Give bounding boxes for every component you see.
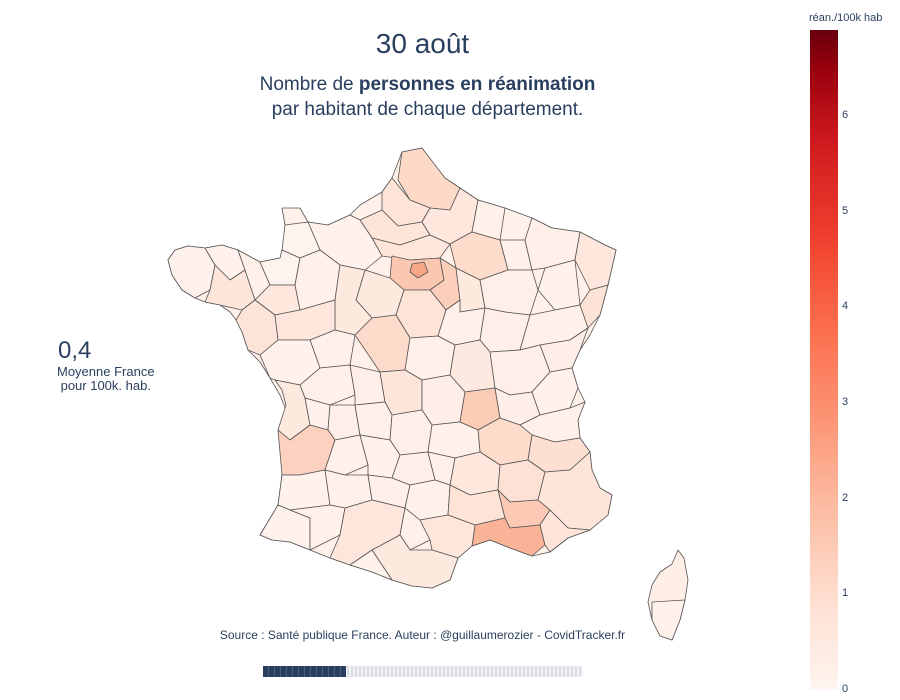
source-credit: Source : Santé publique France. Auteur :… xyxy=(219,628,626,642)
map-subtitle: Nombre de personnes en réanimation par h… xyxy=(0,72,855,122)
department-herault[interactable] xyxy=(419,514,476,559)
colorbar-tick-label: 2 xyxy=(842,491,849,504)
department-haute-marne[interactable] xyxy=(479,269,539,316)
colorbar-tick-label: 3 xyxy=(842,396,849,409)
animation-progress-bar[interactable] xyxy=(263,666,583,677)
department-aude[interactable] xyxy=(371,534,459,589)
department-ariege[interactable] xyxy=(349,549,393,581)
corsica-south[interactable] xyxy=(651,599,686,641)
subtitle-line2: par habitant de chaque département. xyxy=(271,99,584,120)
colorbar-tick-label: 6 xyxy=(842,109,849,122)
average-label-line2: pour 100k. hab. xyxy=(60,378,151,393)
department-dordogne[interactable] xyxy=(324,434,369,476)
department-puy-de-dome[interactable] xyxy=(389,409,433,456)
department-paris[interactable] xyxy=(409,261,429,279)
colorbar-tick-label: 1 xyxy=(842,587,849,600)
france-choropleth-map[interactable] xyxy=(160,140,700,650)
map-title: 30 août xyxy=(375,28,470,59)
average-label-line1: Moyenne France xyxy=(57,364,155,379)
department-haute-loire[interactable] xyxy=(427,421,481,459)
colorbar-tick-label: 5 xyxy=(842,204,849,217)
department-nievre[interactable] xyxy=(404,335,456,381)
colorbar-tick-label: 0 xyxy=(842,683,849,695)
department-haut-rhin[interactable] xyxy=(579,284,609,329)
department-haute-vienne[interactable] xyxy=(327,404,361,441)
colorbar-title: réan./100k hab xyxy=(809,12,883,24)
colorbar-tick-label: 4 xyxy=(842,300,849,313)
animation-progress-fill xyxy=(263,666,347,677)
subtitle-text: Nombre de xyxy=(259,74,359,95)
subtitle-bold-text: personnes en réanimation xyxy=(358,74,596,95)
department-bouches-du-rhone[interactable] xyxy=(471,517,546,557)
department-var[interactable] xyxy=(539,509,591,553)
france-average-label: Moyenne France pour 100k. hab. xyxy=(57,365,155,393)
department-creuse[interactable] xyxy=(354,401,393,441)
france-average-value: 0,4 xyxy=(58,337,92,364)
department-landes[interactable] xyxy=(277,469,331,511)
colorbar xyxy=(810,30,838,690)
department-tarn[interactable] xyxy=(399,507,431,551)
department-oise[interactable] xyxy=(371,234,451,261)
